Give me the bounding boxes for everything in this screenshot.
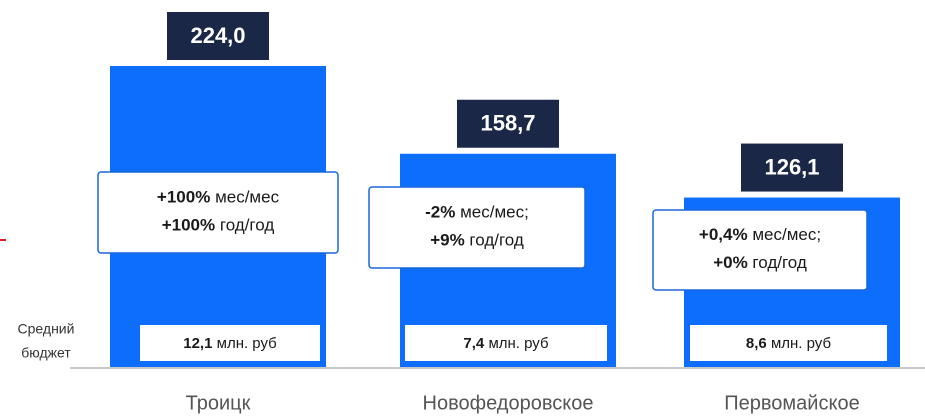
yoy-unit: год/год [220,216,274,235]
budget-box [140,325,320,361]
budget-value: 8,6 [746,335,767,352]
yoy-unit: год/год [752,253,806,272]
x-tick-label: Новофедоровское [423,392,594,414]
yoy-change: +9% год/год [430,231,524,250]
budget: 7,4 млн. руб [463,335,548,352]
yoy-value: +0% [713,253,748,272]
mom-change: -2% мес/мес; [425,203,529,222]
value-label: 126,1 [764,154,819,179]
yoy-unit: год/год [469,231,523,250]
x-tick-label: Первомайское [724,392,859,414]
value-label: 224,0 [190,23,245,48]
mom-change: +0,4% мес/мес; [699,225,821,244]
yoy-change: +100% год/год [162,216,275,235]
budget-unit: млн. руб [771,335,831,352]
mom-value: -2% [425,203,455,222]
budget-unit: млн. руб [217,335,277,352]
value-label-box [457,99,559,148]
x-tick-label: Троицк [186,392,251,414]
budget-value: 7,4 [463,335,485,352]
yoy-change: +0% год/год [713,253,807,272]
change-box [368,186,586,269]
budget-value: 12,1 [183,335,212,352]
value-label-box [741,143,843,192]
budget: 12,1 млн. руб [183,335,277,352]
mom-unit: мес/мес; [460,203,529,222]
value-label: 158,7 [480,111,535,136]
change-box [97,171,339,254]
budget-unit: млн. руб [488,335,548,352]
budget-box [690,325,887,361]
budget-box [405,325,607,361]
mom-unit: мес/мес [215,188,280,207]
mom-value: +100% [157,188,210,207]
budget: 8,6 млн. руб [746,335,831,352]
budget-title: бюджет [21,345,71,361]
mom-value: +0,4% [699,225,748,244]
yoy-value: +9% [430,231,465,250]
change-box [652,209,868,291]
budget-title: Средний [18,321,75,337]
yoy-value: +100% [162,216,215,235]
value-label-box [167,12,269,60]
mom-unit: мес/мес; [752,225,821,244]
mom-change: +100% мес/мес [157,188,280,207]
